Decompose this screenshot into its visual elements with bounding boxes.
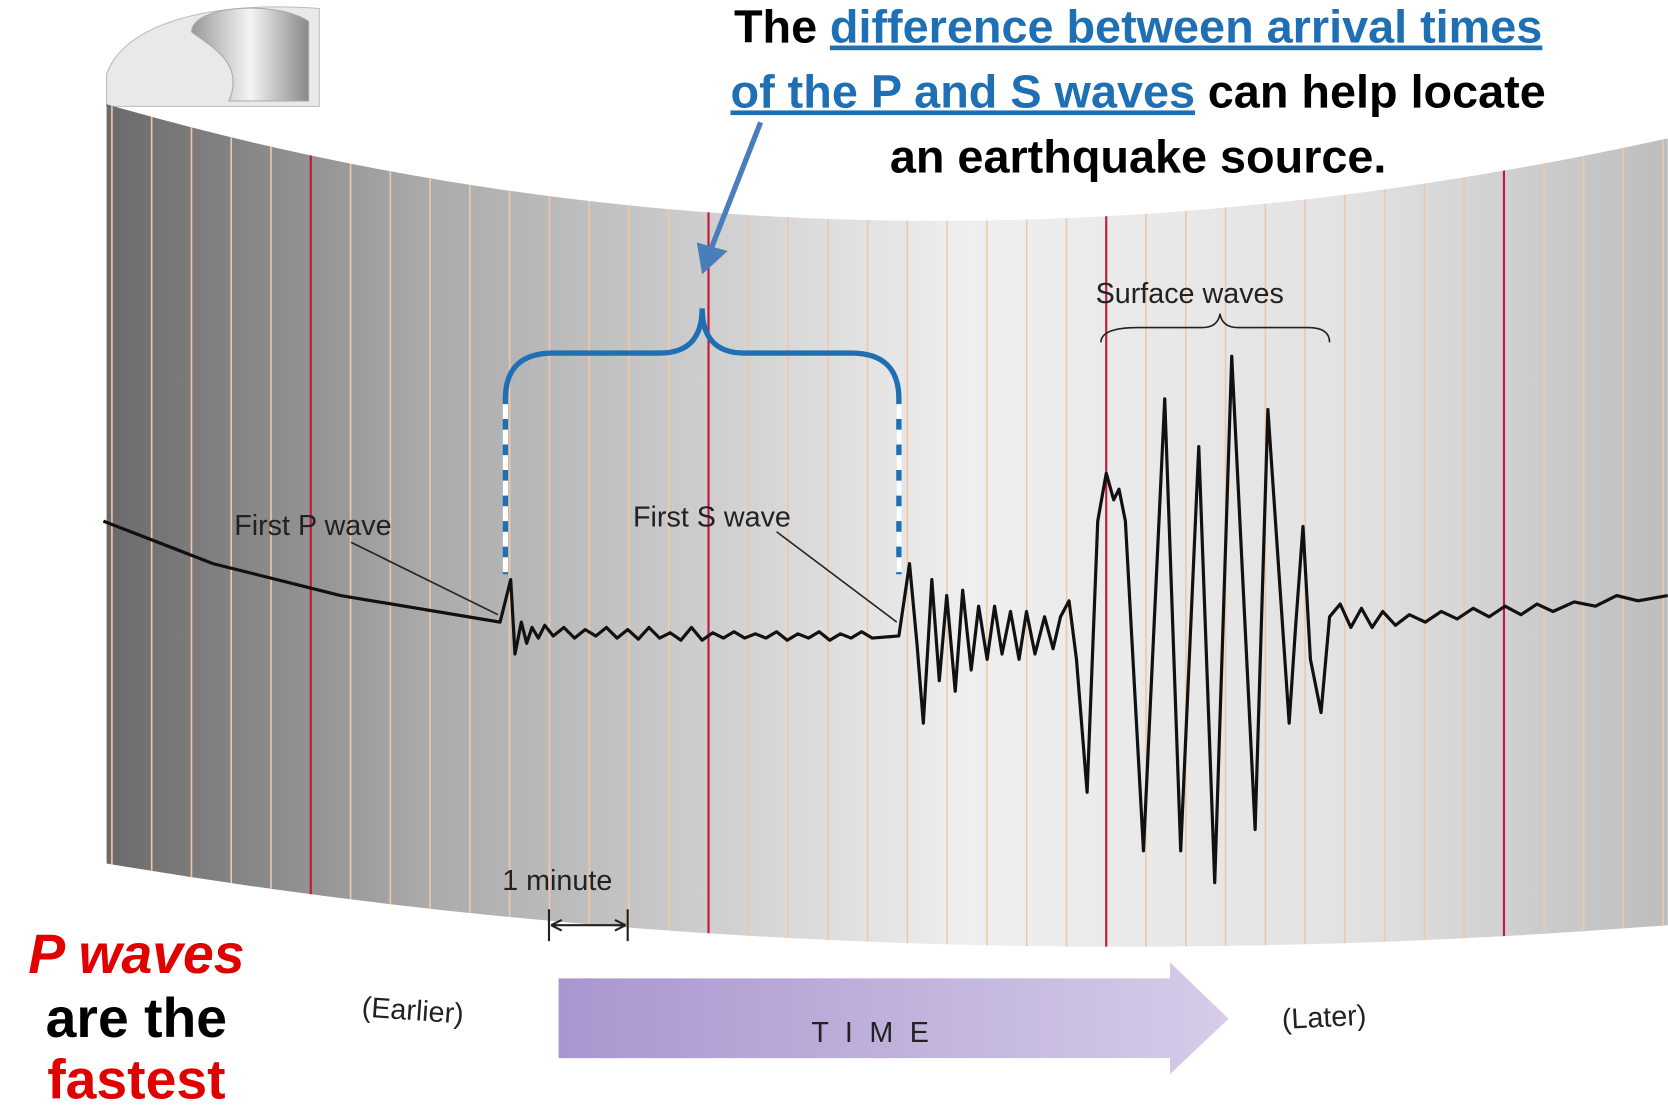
earlier-label: (Earlier) — [361, 992, 465, 1031]
seismogram-trace — [102, 354, 1668, 885]
headline-line: The difference between arrival times — [734, 1, 1542, 53]
headline-text: can help locate — [1208, 65, 1546, 117]
minute-scale — [547, 909, 629, 942]
headline-line: an earthquake source. — [890, 130, 1387, 182]
later-label: (Later) — [1281, 1000, 1367, 1036]
pointer — [350, 541, 499, 616]
headline-link: of the P and S waves — [731, 65, 1196, 117]
time-label: T I M E — [811, 1017, 933, 1049]
headline-line: of the P and S waves can help locate — [731, 65, 1546, 117]
headline-text: The — [734, 1, 817, 53]
paper — [106, 104, 1668, 947]
minute-label: 1 minute — [502, 865, 612, 897]
headline-text: an earthquake source. — [890, 130, 1387, 182]
surface-brace — [1100, 313, 1331, 343]
note-line: are the — [46, 987, 227, 1049]
time-arrow — [558, 962, 1229, 1075]
first-p-label: First P wave — [234, 510, 391, 542]
p-s-brace — [502, 308, 902, 575]
callout-arrowhead — [696, 242, 728, 275]
surface-label: Surface waves — [1096, 278, 1284, 310]
pointer — [776, 531, 898, 623]
headline-link: difference between arrival times — [830, 1, 1542, 53]
brace-dash-gap — [502, 404, 902, 575]
first-s-label: First S wave — [633, 501, 791, 533]
roll-tube — [191, 7, 310, 102]
callout-arrow — [708, 121, 764, 251]
note-line: P waves — [28, 923, 244, 985]
note-line: fastest — [47, 1049, 225, 1106]
